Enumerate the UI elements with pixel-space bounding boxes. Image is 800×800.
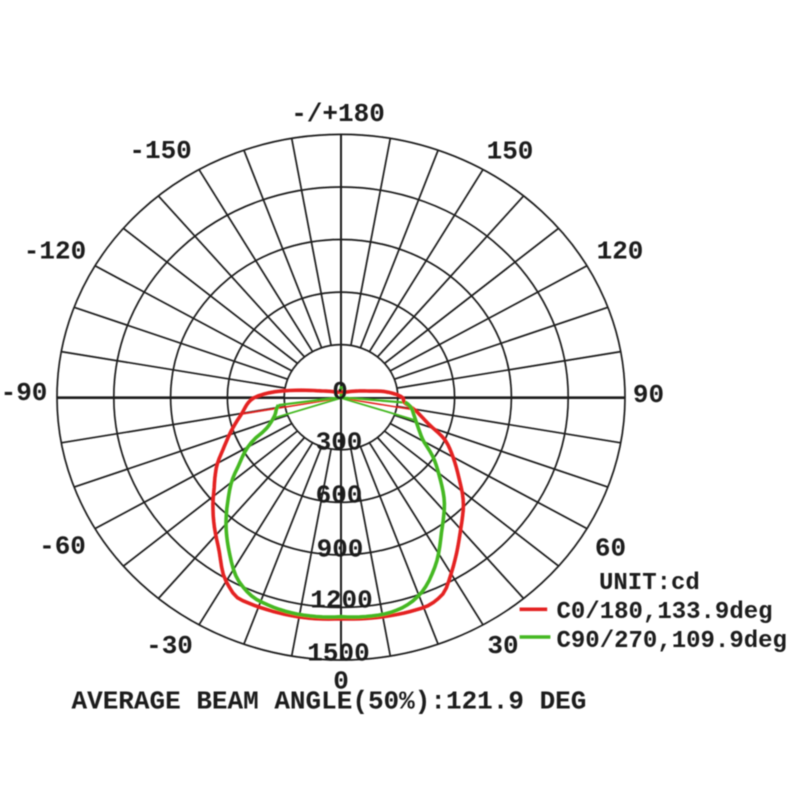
- svg-text:30: 30: [487, 631, 518, 661]
- svg-text:0: 0: [332, 377, 348, 407]
- svg-text:1200: 1200: [310, 586, 372, 616]
- svg-text:1500: 1500: [307, 639, 369, 669]
- svg-text:90: 90: [633, 380, 664, 410]
- svg-text:C0/180,133.9deg: C0/180,133.9deg: [557, 599, 773, 626]
- svg-text:60: 60: [595, 533, 626, 563]
- svg-text:600: 600: [316, 481, 363, 511]
- svg-text:120: 120: [597, 237, 644, 267]
- svg-text:-120: -120: [24, 237, 86, 267]
- svg-text:300: 300: [316, 428, 363, 458]
- svg-text:-30: -30: [146, 631, 193, 661]
- svg-text:AVERAGE BEAM ANGLE(50%):121.9: AVERAGE BEAM ANGLE(50%):121.9 DEG: [72, 687, 587, 717]
- svg-text:C90/270,109.9deg: C90/270,109.9deg: [557, 628, 787, 655]
- svg-text:-150: -150: [129, 136, 191, 166]
- svg-text:900: 900: [317, 535, 364, 565]
- svg-text:0: 0: [333, 667, 349, 697]
- svg-text:-60: -60: [39, 532, 86, 562]
- svg-text:150: 150: [487, 137, 534, 167]
- svg-text:-/+180: -/+180: [291, 99, 385, 129]
- svg-text:-90: -90: [1, 378, 48, 408]
- svg-text:UNIT:cd: UNIT:cd: [599, 570, 700, 597]
